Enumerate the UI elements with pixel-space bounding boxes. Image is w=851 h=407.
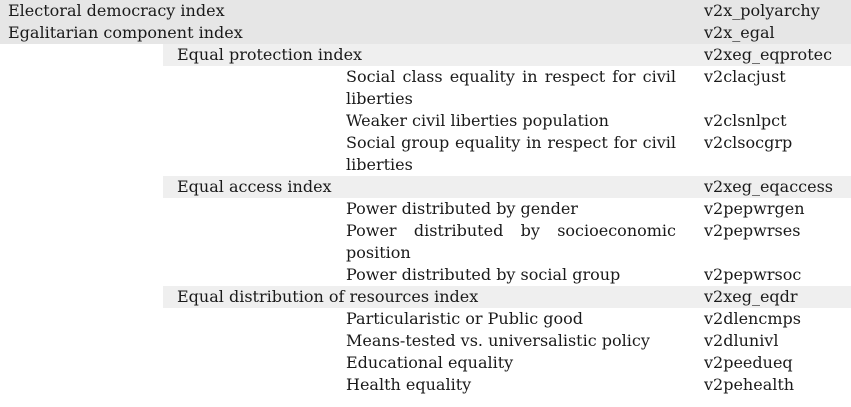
subindex-label: Equal distribution of resources index: [177, 287, 479, 306]
indicator-label: Weaker civil liberties population: [346, 111, 609, 130]
variable-code: v2x_polyarchy: [704, 1, 820, 20]
variable-code: v2pepwrgen: [704, 199, 805, 218]
variable-code: v2clsocgrp: [704, 133, 793, 152]
variable-code: v2dlencmps: [704, 309, 801, 328]
variable-code: v2xeg_eqaccess: [704, 177, 834, 196]
indicator-label: Means-tested vs. universalistic policy: [346, 331, 650, 350]
indicator-label: Educational equality: [346, 353, 514, 372]
variable-code: v2pehealth: [704, 375, 795, 394]
subindex-label: Equal access index: [177, 177, 332, 196]
indicator-label: Social class equality in respect for civ…: [346, 67, 676, 108]
subindex-label: Equal protection index: [177, 45, 363, 64]
variable-code: v2xeg_eqprotec: [704, 45, 833, 64]
indicator-label: Power distributed by gender: [346, 199, 578, 218]
indicator-label: Power distributed by social group: [346, 265, 621, 284]
variable-code: v2pepwrsoc: [704, 265, 802, 284]
index-label: Egalitarian component index: [8, 23, 243, 42]
variable-code: v2pepwrses: [704, 221, 801, 240]
indicator-label: Social group equality in respect for civ…: [346, 133, 676, 174]
variable-code: v2clsnlpct: [704, 111, 787, 130]
variable-code: v2dlunivl: [704, 331, 779, 350]
variable-code: v2peedueq: [704, 353, 793, 372]
indicator-label: Health equality: [346, 375, 472, 394]
variable-code: v2xeg_eqdr: [704, 287, 798, 306]
variable-code: v2clacjust: [704, 67, 786, 86]
index-label: Electoral democracy index: [8, 1, 225, 20]
variable-code: v2x_egal: [704, 23, 775, 42]
indicator-label: Particularistic or Public good: [346, 309, 583, 328]
indicator-label: Power distributed by socioeconomic posit…: [346, 221, 676, 262]
